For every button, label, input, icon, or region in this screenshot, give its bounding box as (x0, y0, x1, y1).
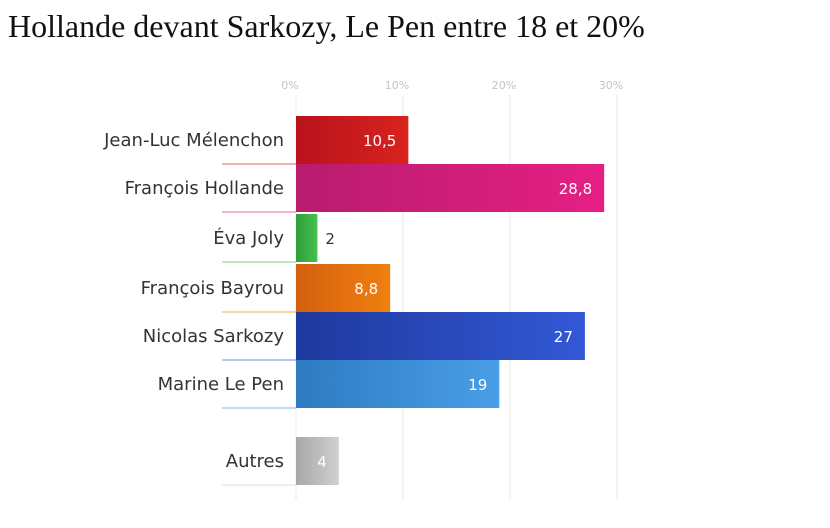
category-label: Autres (226, 451, 284, 472)
category-label: Jean-Luc Mélenchon (103, 130, 284, 151)
bar (296, 116, 409, 164)
category-label: François Bayrou (141, 278, 284, 299)
category-label: Éva Joly (213, 227, 284, 249)
value-label: 27 (554, 328, 573, 346)
category-labels: Jean-Luc Mélenchon François Hollande Éva J… (103, 130, 284, 472)
value-label: 28,8 (559, 180, 592, 198)
tick-label: 30% (599, 79, 623, 92)
value-label: 8,8 (354, 280, 378, 298)
chart-title: Hollande devant Sarkozy, Le Pen entre 18… (8, 8, 645, 44)
bars (296, 116, 605, 485)
bar (296, 360, 500, 408)
axis-ticks: 0% 10% 20% 30% (281, 79, 623, 92)
category-label: Nicolas Sarkozy (143, 326, 285, 347)
category-label: François Hollande (125, 178, 284, 199)
bar (296, 264, 391, 312)
bar (296, 437, 339, 485)
category-label: Marine Le Pen (158, 374, 284, 395)
value-label: 19 (468, 376, 487, 394)
value-label: 10,5 (363, 132, 396, 150)
tick-label: 20% (492, 79, 516, 92)
tick-label: 0% (281, 79, 298, 92)
tick-label: 10% (385, 79, 409, 92)
value-label: 2 (325, 230, 335, 248)
bar (296, 214, 318, 262)
category-underlines (222, 163, 296, 486)
bar (296, 164, 605, 212)
value-label: 4 (317, 453, 327, 471)
bar (296, 312, 585, 360)
